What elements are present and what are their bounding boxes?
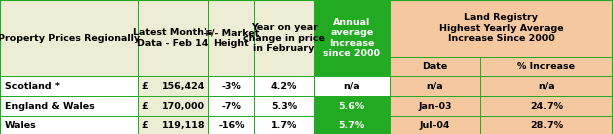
Text: 119,118: 119,118 (162, 121, 205, 131)
Bar (480, 96, 613, 116)
Bar (480, 116, 613, 134)
Bar (390, 76, 480, 96)
Bar (208, 116, 254, 134)
Text: Date: Date (422, 62, 447, 71)
Bar (0, 76, 138, 96)
Bar (254, 0, 314, 76)
Bar (314, 116, 390, 134)
Bar (0, 116, 138, 134)
Bar (208, 96, 254, 116)
Text: Jul-04: Jul-04 (420, 121, 450, 131)
Text: 5.3%: 5.3% (271, 102, 297, 111)
Bar (0, 0, 138, 76)
Text: 5.7%: 5.7% (339, 121, 365, 131)
Text: Year on year
change in price
in February: Year on year change in price in February (243, 23, 325, 53)
Text: Scotland *: Scotland * (5, 82, 60, 91)
Bar (390, 0, 613, 57)
Bar (138, 116, 208, 134)
Text: +/- Market
Height: +/- Market Height (204, 29, 259, 48)
Bar (138, 96, 208, 116)
Bar (254, 96, 314, 116)
Text: 156,424: 156,424 (162, 82, 205, 91)
Bar (314, 76, 390, 96)
Text: n/a: n/a (343, 82, 360, 91)
Text: 4.2%: 4.2% (271, 82, 297, 91)
Text: Jan-03: Jan-03 (418, 102, 452, 111)
Bar (480, 57, 613, 76)
Text: £: £ (142, 82, 148, 91)
Bar (254, 116, 314, 134)
Text: n/a: n/a (427, 82, 443, 91)
Text: Wales: Wales (5, 121, 37, 131)
Bar (314, 0, 390, 76)
Text: Annual
average
Increase
since 2000: Annual average Increase since 2000 (324, 18, 380, 58)
Text: Latest Month's
Data - Feb 14: Latest Month's Data - Feb 14 (134, 29, 213, 48)
Bar (0, 96, 138, 116)
Bar (254, 76, 314, 96)
Bar (390, 96, 480, 116)
Bar (314, 96, 390, 116)
Text: 1.7%: 1.7% (271, 121, 297, 131)
Bar (138, 0, 208, 76)
Bar (138, 76, 208, 96)
Text: % Increase: % Increase (517, 62, 576, 71)
Text: 24.7%: 24.7% (530, 102, 563, 111)
Bar (390, 116, 480, 134)
Text: -16%: -16% (218, 121, 245, 131)
Text: 5.6%: 5.6% (339, 102, 365, 111)
Bar (208, 0, 254, 76)
Text: 170,000: 170,000 (162, 102, 205, 111)
Text: n/a: n/a (538, 82, 555, 91)
Text: Property Prices Regionally: Property Prices Regionally (0, 34, 140, 43)
Text: £: £ (142, 121, 148, 131)
Text: £: £ (142, 102, 148, 111)
Text: -7%: -7% (221, 102, 242, 111)
Text: 28.7%: 28.7% (530, 121, 563, 131)
Bar (208, 76, 254, 96)
Text: Land Registry
Highest Yearly Average
Increase Since 2000: Land Registry Highest Yearly Average Inc… (439, 13, 564, 43)
Text: England & Wales: England & Wales (5, 102, 94, 111)
Bar (390, 57, 480, 76)
Bar (480, 76, 613, 96)
Text: -3%: -3% (221, 82, 242, 91)
